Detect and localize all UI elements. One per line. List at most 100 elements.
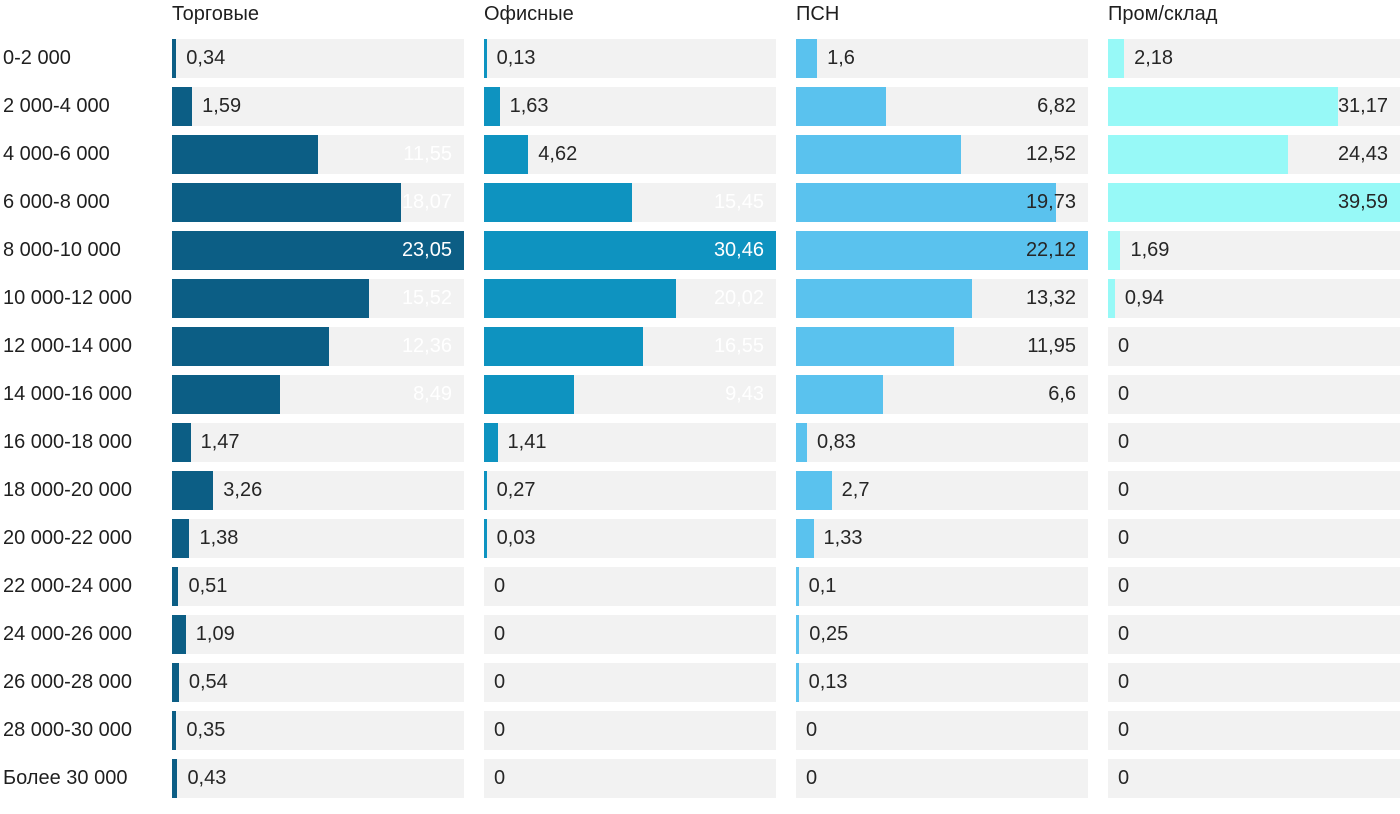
bar-value-label: 0,94: [1124, 287, 1164, 309]
bar-track: 1,63: [484, 87, 776, 126]
bar: [796, 615, 800, 654]
bar: [484, 327, 643, 366]
bar-track: 0: [796, 759, 1088, 798]
bar-track: 9,43: [484, 375, 776, 414]
bar-value-label: 2,7: [841, 479, 870, 501]
bar-value-label: 0,13: [496, 47, 536, 69]
bar-track: 30,46: [484, 231, 776, 270]
bar-value-label: 6,82: [1037, 95, 1076, 117]
row-label: 0-2 000: [3, 47, 71, 69]
bar-value-label: 16,55: [713, 335, 764, 357]
bar-track: 12,52: [796, 135, 1088, 174]
bar-track: 0: [1108, 519, 1400, 558]
bar: [484, 87, 500, 126]
bar-track: 1,6: [796, 39, 1088, 78]
bar-value-label: 15,45: [713, 191, 764, 213]
bar-value-label: 4,62: [538, 143, 578, 165]
bar: [484, 183, 633, 222]
chart-row: 0-2 000 0,34 0,13 1,6 2,18: [0, 39, 1400, 87]
bar-track: 0: [484, 759, 776, 798]
bar-value-label: 0,27: [496, 479, 536, 501]
row-label: 2 000-4 000: [3, 95, 110, 117]
bar-value-label: 0: [1118, 335, 1130, 357]
bar-track: 0: [1108, 423, 1400, 462]
bar: [172, 39, 177, 78]
bar-value-label: 1,59: [202, 95, 242, 117]
chart-row: 10 000-12 000 15,52 20,02 13,32 0,94: [0, 279, 1400, 327]
bar-value-label: 1,33: [823, 527, 863, 549]
bar-value-label: 31,17: [1337, 95, 1388, 117]
bar-track: 0,13: [484, 39, 776, 78]
row-label: 18 000-20 000: [3, 479, 133, 501]
bar-value-label: 8,49: [413, 383, 452, 405]
bar-value-label: 39,59: [1337, 191, 1388, 213]
chart-row: 22 000-24 000 0,51 0 0,1 0: [0, 567, 1400, 615]
bar-value-label: 0: [1118, 479, 1130, 501]
bar-track: 0,03: [484, 519, 776, 558]
bar: [172, 135, 319, 174]
bar-value-label: 0: [1118, 623, 1130, 645]
bar: [172, 663, 179, 702]
bar-track: 19,73: [796, 183, 1088, 222]
bar-value-label: 1,6: [827, 47, 855, 69]
bar: [172, 87, 193, 126]
bar-track: 15,52: [172, 279, 464, 318]
bar-track: 2,7: [796, 471, 1088, 510]
bar: [484, 375, 575, 414]
bar-value-label: 13,32: [1025, 287, 1076, 309]
column-header-ofisnye: Офисные: [484, 3, 574, 25]
bar-value-label: 0,1: [808, 575, 837, 597]
bar: [172, 519, 190, 558]
bar-track: 3,26: [172, 471, 464, 510]
bar: [172, 279, 369, 318]
chart-row: 28 000-30 000 0,35 0 0 0: [0, 711, 1400, 759]
bar: [1108, 183, 1400, 222]
bar: [1108, 87, 1338, 126]
bar-track: 11,55: [172, 135, 464, 174]
bar-value-label: 1,38: [199, 527, 239, 549]
bar-track: 6,82: [796, 87, 1088, 126]
bar: [484, 231, 776, 270]
bar-value-label: 0: [1118, 767, 1130, 789]
bar-value-label: 0,51: [188, 575, 228, 597]
bar-track: 0: [1108, 711, 1400, 750]
bar: [172, 711, 177, 750]
bar-track: 18,07: [172, 183, 464, 222]
chart-row: 16 000-18 000 1,47 1,41 0,83 0: [0, 423, 1400, 471]
bar-value-label: 0,13: [808, 671, 848, 693]
row-label: 28 000-30 000: [3, 719, 133, 741]
chart-rows: 0-2 000 0,34 0,13 1,6 2,18 2 000-4 000 1,59 1,6…: [0, 39, 1400, 807]
bar-value-label: 18,07: [401, 191, 452, 213]
bar: [1108, 231, 1121, 270]
bar-track: 0: [1108, 663, 1400, 702]
bar: [172, 759, 178, 798]
bar: [796, 135, 962, 174]
bar: [172, 423, 191, 462]
bar-value-label: 19,73: [1025, 191, 1076, 213]
bar-track: 0,1: [796, 567, 1088, 606]
bar-track: 20,02: [484, 279, 776, 318]
bar-track: 13,32: [796, 279, 1088, 318]
bar-value-label: 12,36: [401, 335, 452, 357]
bar: [172, 231, 464, 270]
bar-track: 0: [1108, 567, 1400, 606]
chart-row: 8 000-10 000 23,05 30,46 22,12 1,69: [0, 231, 1400, 279]
bar-value-label: 0,54: [188, 671, 228, 693]
chart-row: Более 30 000 0,43 0 0 0: [0, 759, 1400, 807]
bar-track: 0,27: [484, 471, 776, 510]
bar-track: 23,05: [172, 231, 464, 270]
bar: [172, 615, 186, 654]
bar-value-label: 0: [1118, 431, 1130, 453]
bar-value-label: 1,09: [195, 623, 235, 645]
row-label: 12 000-14 000: [3, 335, 133, 357]
bar-track: 4,62: [484, 135, 776, 174]
row-label: 14 000-16 000: [3, 383, 133, 405]
bar-track: 2,18: [1108, 39, 1400, 78]
bar: [796, 39, 818, 78]
chart-row: 20 000-22 000 1,38 0,03 1,33 0: [0, 519, 1400, 567]
bar-track: 1,59: [172, 87, 464, 126]
column-header-prom-sklad: Пром/склад: [1108, 3, 1218, 25]
bar-track: 1,41: [484, 423, 776, 462]
bar-track: 0,13: [796, 663, 1088, 702]
bar-value-label: 1,69: [1130, 239, 1170, 261]
